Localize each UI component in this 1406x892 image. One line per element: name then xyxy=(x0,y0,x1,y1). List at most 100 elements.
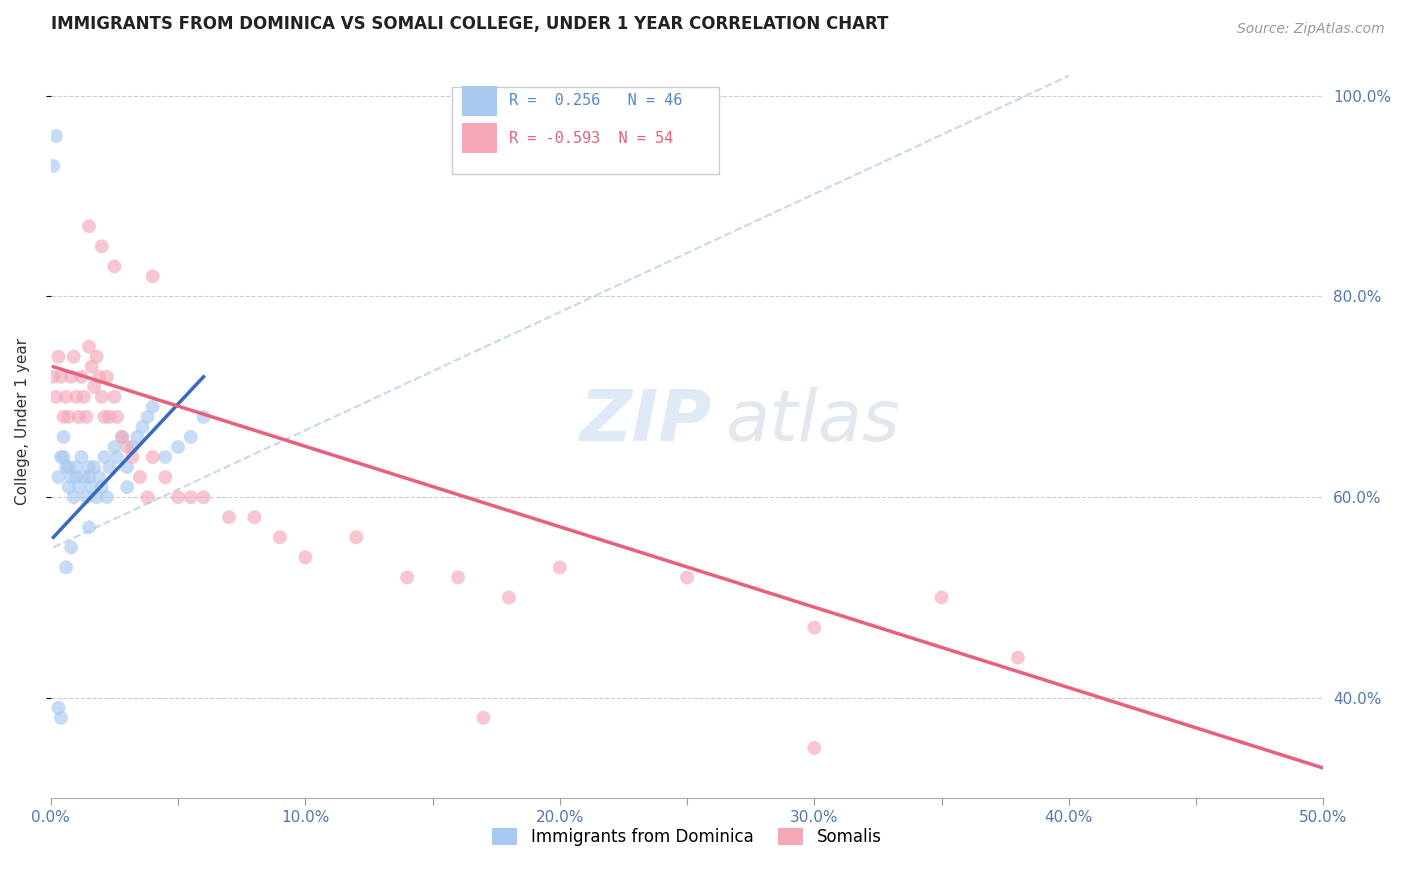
Point xyxy=(77,460,100,475)
Point xyxy=(65,460,87,475)
Text: atlas: atlas xyxy=(725,387,900,457)
Bar xyxy=(461,86,498,116)
Point xyxy=(55,560,77,574)
Point xyxy=(67,480,90,494)
Point xyxy=(344,530,367,544)
Point xyxy=(75,490,97,504)
Point xyxy=(131,420,153,434)
Point xyxy=(73,390,96,404)
Point xyxy=(142,269,165,284)
Text: R =  0.256   N = 46: R = 0.256 N = 46 xyxy=(509,93,682,108)
Point xyxy=(67,409,90,424)
Point xyxy=(447,570,470,584)
Point xyxy=(396,570,419,584)
Point xyxy=(45,128,67,143)
Point xyxy=(75,409,97,424)
Point xyxy=(115,440,138,454)
Point xyxy=(55,460,77,475)
Point xyxy=(55,390,77,404)
Point xyxy=(42,369,65,384)
Point xyxy=(193,409,215,424)
Point xyxy=(96,369,118,384)
Point xyxy=(49,369,72,384)
Point xyxy=(155,450,177,464)
Point xyxy=(155,470,177,484)
Point xyxy=(931,591,953,605)
Point xyxy=(48,350,70,364)
Point xyxy=(77,219,100,234)
Point xyxy=(60,541,83,555)
Legend: Immigrants from Dominica, Somalis: Immigrants from Dominica, Somalis xyxy=(492,828,882,847)
Bar xyxy=(461,123,498,153)
Text: R = -0.593  N = 54: R = -0.593 N = 54 xyxy=(509,131,673,145)
Point xyxy=(60,470,83,484)
Point xyxy=(70,369,93,384)
Point xyxy=(472,711,495,725)
Point xyxy=(121,450,143,464)
Point xyxy=(48,701,70,715)
Point xyxy=(42,159,65,173)
Point xyxy=(129,470,152,484)
Text: Source: ZipAtlas.com: Source: ZipAtlas.com xyxy=(1237,22,1385,37)
Point xyxy=(105,409,128,424)
Point xyxy=(498,591,520,605)
Point xyxy=(62,350,84,364)
Point xyxy=(127,430,149,444)
Point xyxy=(49,711,72,725)
Point xyxy=(676,570,699,584)
Point xyxy=(60,369,83,384)
Point xyxy=(58,460,80,475)
Point xyxy=(70,450,93,464)
Point xyxy=(111,430,134,444)
Point xyxy=(89,470,111,484)
Point xyxy=(65,390,87,404)
Point xyxy=(103,390,125,404)
Point xyxy=(80,480,103,494)
Point xyxy=(62,490,84,504)
Point xyxy=(65,470,87,484)
Point xyxy=(294,550,316,565)
Point xyxy=(58,480,80,494)
Point xyxy=(180,490,202,504)
Point xyxy=(86,350,108,364)
Point xyxy=(52,450,75,464)
Point xyxy=(136,409,159,424)
Point xyxy=(49,450,72,464)
Point xyxy=(83,460,105,475)
Point xyxy=(142,450,165,464)
Point xyxy=(193,490,215,504)
Point xyxy=(93,450,115,464)
Point xyxy=(167,490,190,504)
Point xyxy=(89,369,111,384)
Point xyxy=(803,621,825,635)
Point xyxy=(115,480,138,494)
Point xyxy=(73,470,96,484)
Point xyxy=(105,450,128,464)
Text: ZIP: ZIP xyxy=(581,387,713,457)
Point xyxy=(180,430,202,444)
Point xyxy=(58,409,80,424)
Point xyxy=(45,390,67,404)
Point xyxy=(86,490,108,504)
Point xyxy=(121,440,143,454)
Point xyxy=(167,440,190,454)
Point xyxy=(243,510,266,524)
Point xyxy=(80,359,103,374)
Point xyxy=(48,470,70,484)
Point xyxy=(218,510,240,524)
Point xyxy=(98,460,121,475)
Point xyxy=(90,390,112,404)
Point xyxy=(1007,650,1029,665)
Point xyxy=(103,260,125,274)
Point xyxy=(111,430,134,444)
Point xyxy=(803,741,825,756)
Point xyxy=(136,490,159,504)
Point xyxy=(90,480,112,494)
Point xyxy=(90,239,112,253)
Point xyxy=(115,460,138,475)
Point xyxy=(83,380,105,394)
Point xyxy=(96,490,118,504)
Point xyxy=(103,440,125,454)
Point xyxy=(52,409,75,424)
Point xyxy=(77,520,100,534)
